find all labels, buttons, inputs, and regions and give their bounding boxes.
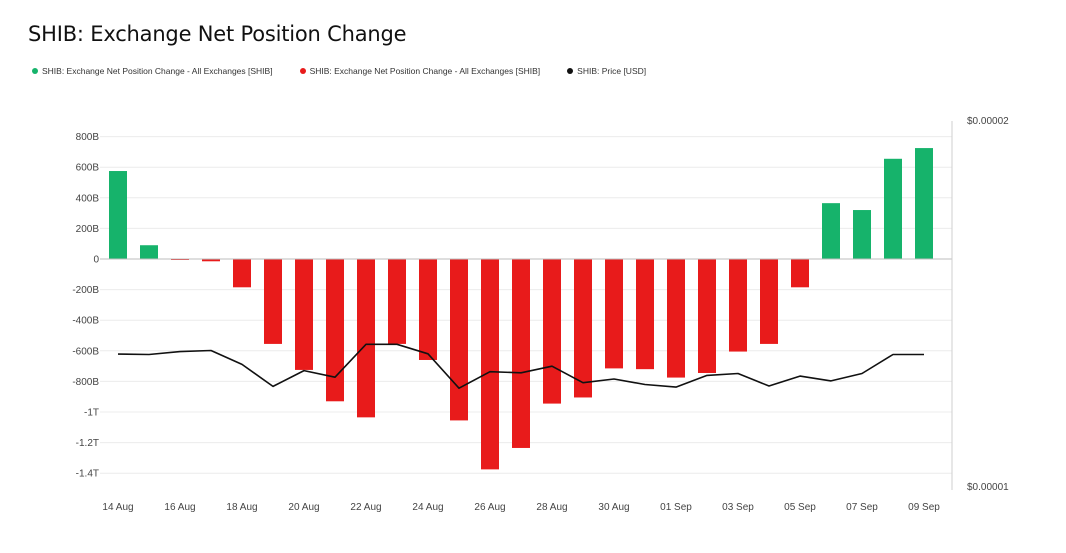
x-tick-label: 14 Aug (102, 502, 133, 513)
y-left-tick-label: 400B (76, 193, 100, 204)
x-tick-label: 03 Sep (722, 502, 754, 513)
y-left-tick-label: 200B (76, 224, 100, 235)
legend-item-inflow[interactable]: SHIB: Exchange Net Position Change - All… (32, 66, 273, 76)
legend-dot-black (567, 68, 574, 74)
x-tick-label: 18 Aug (226, 502, 257, 513)
bar-outflow (264, 259, 282, 344)
y-left-tick-label: 600B (76, 163, 100, 174)
legend-label: SHIB: Exchange Net Position Change - All… (42, 66, 273, 76)
bar-outflow (419, 259, 437, 360)
y-left-tick-label: 0 (93, 255, 99, 266)
bar-outflow (512, 259, 530, 448)
bar-outflow (295, 259, 313, 370)
y-axis-right: $0.00002 $0.00001 (951, 116, 1009, 493)
bar-outflow (233, 259, 251, 288)
y-left-tick-label: -800B (72, 377, 99, 388)
x-tick-label: 26 Aug (474, 502, 505, 513)
x-tick-label: 22 Aug (350, 502, 381, 513)
legend-item-outflow[interactable]: SHIB: Exchange Net Position Change - All… (299, 66, 541, 76)
y-left-tick-label: -1.4T (76, 469, 99, 480)
bar-outflow (605, 259, 623, 369)
x-tick-label: 05 Sep (784, 502, 816, 513)
y-left-tick-label: -200B (72, 285, 99, 296)
y-left-tick-label: -1.2T (76, 438, 99, 449)
x-tick-label: 20 Aug (288, 502, 319, 513)
x-tick-label: 30 Aug (598, 502, 629, 513)
y-left-tick-label: 800B (76, 132, 100, 143)
bar-inflow (884, 158, 902, 259)
legend: SHIB: Exchange Net Position Change - All… (32, 66, 673, 76)
x-tick-label: 28 Aug (536, 502, 567, 513)
bar-outflow (698, 259, 716, 373)
bar-inflow (109, 171, 127, 259)
x-tick-label: 24 Aug (412, 502, 443, 513)
bar-outflow (760, 259, 778, 344)
legend-label: SHIB: Price [USD] (577, 66, 647, 76)
bar-inflow (915, 148, 933, 259)
bar-outflow (202, 259, 220, 262)
bars (109, 148, 933, 470)
bar-outflow (636, 259, 654, 370)
price-line-group (117, 343, 924, 390)
bar-inflow (853, 210, 871, 259)
bar-outflow (388, 259, 406, 344)
legend-item-price[interactable]: SHIB: Price [USD] (567, 66, 646, 76)
x-tick-label: 16 Aug (164, 502, 195, 513)
y-axis-left: 800B 600B 400B 200B 0 -200B -400B -600B -800B -1T… (72, 132, 99, 480)
bar-outflow (326, 259, 344, 402)
x-tick-label: 01 Sep (660, 502, 692, 513)
bar-outflow (543, 259, 561, 404)
bar-outflow (574, 259, 592, 398)
y-left-tick-label: -1T (84, 408, 99, 419)
legend-label: SHIB: Exchange Net Position Change - All… (309, 66, 541, 76)
price-line (117, 343, 924, 390)
x-axis: 14 Aug 16 Aug 18 Aug 20 Aug 22 Aug 24 Aug 26 A… (102, 502, 940, 513)
bar-outflow (791, 259, 809, 288)
bar-outflow (729, 259, 747, 352)
bar-inflow (140, 245, 158, 259)
y-left-tick-label: -600B (72, 346, 99, 357)
bar-outflow (357, 259, 375, 418)
legend-dot-red (299, 68, 306, 74)
bar-outflow (481, 259, 499, 470)
y-right-tick-label: $0.00001 (967, 482, 1009, 493)
x-tick-label: 09 Sep (908, 502, 940, 513)
bar-outflow (450, 259, 468, 421)
chart-title: SHIB: Exchange Net Position Change (28, 22, 407, 46)
x-tick-label: 07 Sep (846, 502, 878, 513)
bar-outflow (667, 259, 685, 378)
legend-dot-green (32, 68, 38, 74)
y-left-tick-label: -400B (72, 316, 99, 327)
bar-inflow (822, 203, 840, 259)
y-right-tick-label: $0.00002 (967, 116, 1009, 127)
